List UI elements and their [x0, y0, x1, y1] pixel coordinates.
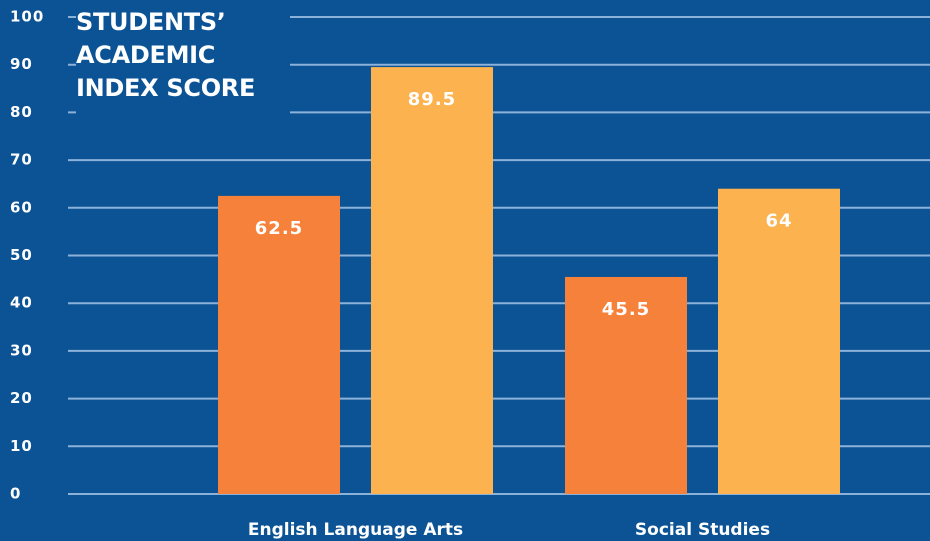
y-tick-label: 90	[10, 55, 33, 73]
y-tick-label: 40	[10, 294, 33, 312]
chart-title: STUDENTS’ ACADEMIC INDEX SCORE	[76, 0, 290, 124]
value-label: 64	[765, 211, 792, 232]
value-label: 62.5	[255, 218, 303, 239]
y-tick-label: 30	[10, 341, 33, 359]
bar	[718, 188, 840, 494]
y-tick-label: 80	[10, 103, 33, 121]
value-label: 45.5	[602, 299, 650, 320]
y-tick-label: 20	[10, 389, 33, 407]
bar	[371, 67, 493, 495]
x-tick-label: English Language Arts	[248, 520, 463, 540]
y-tick-label: 0	[10, 485, 21, 503]
value-label: 89.5	[408, 89, 456, 110]
bar	[565, 276, 687, 494]
y-tick-label: 50	[10, 246, 33, 264]
y-tick-label: 100	[10, 8, 44, 26]
y-tick-label: 10	[10, 437, 33, 455]
y-tick-label: 60	[10, 198, 33, 216]
x-tick-label: Social Studies	[635, 520, 770, 540]
y-tick-label: 70	[10, 151, 33, 169]
bar	[218, 195, 340, 494]
